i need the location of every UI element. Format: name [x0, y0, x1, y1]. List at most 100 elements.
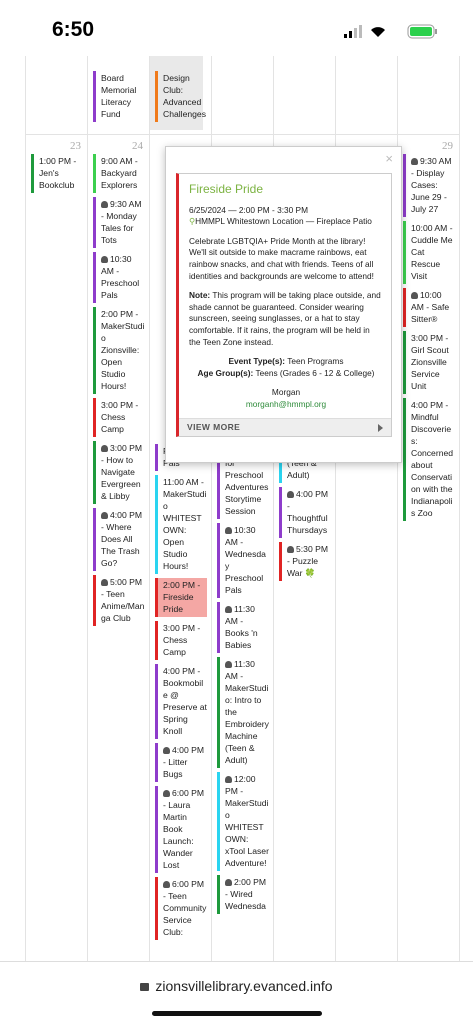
grid-line [397, 56, 398, 961]
event[interactable]: (Teen & Adult) [279, 456, 331, 483]
event-text: for Preschool Adventures Storytime Sessi… [225, 458, 269, 516]
event[interactable]: for Preschool Adventures Storytime Sessi… [217, 456, 269, 519]
person-icon [411, 158, 418, 165]
event-text: 3:00 PM - How to Navigate Evergreen & Li… [101, 443, 143, 501]
event-text: 1:00 PM - Jen's Bookclub [39, 156, 77, 190]
person-icon [101, 579, 108, 586]
event[interactable]: 3:00 PM - How to Navigate Evergreen & Li… [93, 441, 145, 504]
day-number: 24 [132, 140, 143, 152]
event[interactable]: 10:30 AM - Wednesday Preschool Pals [217, 523, 269, 598]
pin: ⚲ [189, 216, 196, 227]
event[interactable]: 11:30 AM - MakerStudio: Intro to the Emb… [217, 657, 269, 768]
event-text: (Teen & Adult) [287, 458, 317, 480]
event[interactable]: 3:00 PM - Chess Camp [93, 398, 145, 437]
event[interactable]: 3:00 PM - Chess Camp [155, 621, 207, 660]
event-text: 2:00 PM - Wired Wednesda [225, 877, 267, 911]
event[interactable]: 5:30 PM - Puzzle War 🍀 [279, 542, 331, 581]
grid-line [87, 56, 88, 961]
person-icon [225, 776, 232, 783]
note-label: Note: [189, 290, 211, 301]
event-text: 2:00 PM - Fireside Pride [163, 580, 201, 614]
event[interactable]: Board Memorial Literacy Fund [93, 71, 145, 122]
event-text: 3:00 PM - Chess Camp [101, 400, 139, 434]
contact-email[interactable]: morganh@hmmpl.org [245, 398, 327, 409]
day-number: 23 [70, 140, 81, 152]
event[interactable]: 5:00 PM - Teen Anime/Manga Club [93, 575, 145, 626]
event-description: Celebrate LGBTQIA+ Pride Month at the li… [189, 235, 374, 281]
event-text: 3:00 PM - Chess Camp [163, 623, 201, 657]
event[interactable]: 4:00 PM - Mindful Discoveries: Concerned… [403, 398, 455, 521]
grid-line [335, 56, 336, 961]
close-button[interactable]: × [385, 151, 393, 166]
event-text: 4:00 PM - Where Does All The Trash Go? [101, 510, 143, 568]
person-icon [287, 546, 294, 553]
person-icon [101, 256, 108, 263]
event[interactable]: 4:00 PM - Litter Bugs [155, 743, 207, 782]
person-icon [101, 512, 108, 519]
event[interactable]: 4:00 PM - Thoughtful Thursdays [279, 487, 331, 538]
event-date: 6/25/2024 — 2:00 PM - 3:30 PM [189, 204, 308, 215]
event[interactable]: 9:00 AM - Backyard Explorers [93, 154, 145, 193]
type-value: Teen Programs [287, 356, 344, 367]
day-column: 9:30 AM - Display Cases: June 29 - July … [403, 154, 455, 525]
row-line [25, 134, 459, 135]
event[interactable]: 11:30 AM - Books 'n Babies [217, 602, 269, 653]
person-icon [163, 881, 170, 888]
event[interactable]: 6:00 PM - Teen Community Service Club: [155, 877, 207, 940]
event[interactable]: 12:00 PM - MakerStudio WHITESTOWN: xTool… [217, 772, 269, 871]
event-text: Board Memorial Literacy Fund [101, 73, 137, 119]
event[interactable]: 2:00 PM - MakerStudio Zionsville: Open S… [93, 307, 145, 394]
grid-line [459, 56, 460, 961]
event-card: Fireside Pride 6/25/2024 — 2:00 PM - 3:3… [176, 173, 392, 437]
person-icon [225, 527, 232, 534]
event-text: 3:00 PM - Girl Scout Zionsville Service … [411, 333, 449, 391]
person-icon [225, 606, 232, 613]
person-icon [163, 747, 170, 754]
person-icon [225, 879, 232, 886]
event-location: HMMPL Whitestown Location — Fireplace Pa… [195, 216, 372, 227]
grid-line [273, 56, 274, 961]
event[interactable]: Design Club: Advanced Challenges [155, 71, 207, 122]
event[interactable]: 4:00 PM - Where Does All The Trash Go? [93, 508, 145, 571]
event[interactable]: 6:00 PM - Laura Martin Book Launch: Wand… [155, 786, 207, 873]
event-text: 4:00 PM - Litter Bugs [163, 745, 205, 779]
event[interactable]: 10:00 AM - Cuddle Me Cat Rescue Visit [403, 221, 455, 284]
day-number: 29 [442, 140, 453, 152]
event[interactable]: 3:00 PM - Girl Scout Zionsville Service … [403, 331, 455, 394]
event-text: 11:30 AM - Books 'n Babies [225, 604, 258, 650]
event-text: 4:00 PM - Mindful Discoveries: Concerned… [411, 400, 454, 518]
url-bar: zionsvillelibrary.evanced.info [0, 961, 473, 1025]
note-text: This program will be taking place outsid… [189, 290, 381, 347]
event-text: 11:30 AM - MakerStudio: Intro to the Emb… [225, 659, 269, 765]
event[interactable]: 2:00 PM - Wired Wednesda [217, 875, 269, 914]
person-icon [101, 201, 108, 208]
event-text: 9:30 AM - Display Cases: June 29 - July … [411, 156, 452, 214]
day-column: Design Club: Advanced Challenges [155, 71, 207, 126]
event-text: 11:00 AM - MakerStudio WHITESTOWN: Open … [163, 477, 207, 571]
day-column: for Preschool Adventures Storytime Sessi… [217, 456, 269, 918]
grid-line [25, 56, 26, 961]
event-text: 6:00 PM - Teen Community Service Club: [163, 879, 207, 937]
day-column: 9:00 AM - Backyard Explorers 9:30 AM - Mo… [93, 154, 145, 630]
event[interactable]: 9:30 AM - Display Cases: June 29 - July … [403, 154, 455, 217]
event-text: Design Club: Advanced Challenges [163, 73, 206, 119]
event[interactable]: 10:30 AM - Preschool Pals [93, 252, 145, 303]
view-more[interactable]: VIEW MORE [179, 418, 391, 436]
day-column: (Teen & Adult) 4:00 PM - Thoughtful Thurs… [279, 456, 331, 585]
day-column: Board Memorial Literacy Fund [93, 71, 145, 126]
event[interactable]: 2:00 PM - Fireside Pride [155, 578, 207, 617]
event[interactable]: 9:30 AM - Monday Tales for Tots [93, 197, 145, 248]
url[interactable]: zionsvillelibrary.evanced.info [155, 978, 333, 994]
event-text: 10:30 AM - Wednesday Preschool Pals [225, 525, 266, 595]
grid-line [211, 56, 212, 961]
person-icon [163, 790, 170, 797]
event-text: 4:00 PM - Bookmobile @ Preserve at Sprin… [163, 666, 207, 736]
event[interactable]: 10:00 AM - Safe Sitter® [403, 288, 455, 327]
event[interactable]: 11:00 AM - MakerStudio WHITESTOWN: Open … [155, 475, 207, 574]
event[interactable]: 4:00 PM - Bookmobile @ Preserve at Sprin… [155, 664, 207, 739]
event[interactable]: 1:00 PM - Jen's Bookclub [31, 154, 83, 193]
event-text: 10:00 AM - Cuddle Me Cat Rescue Visit [411, 223, 453, 281]
arrow [378, 424, 383, 432]
